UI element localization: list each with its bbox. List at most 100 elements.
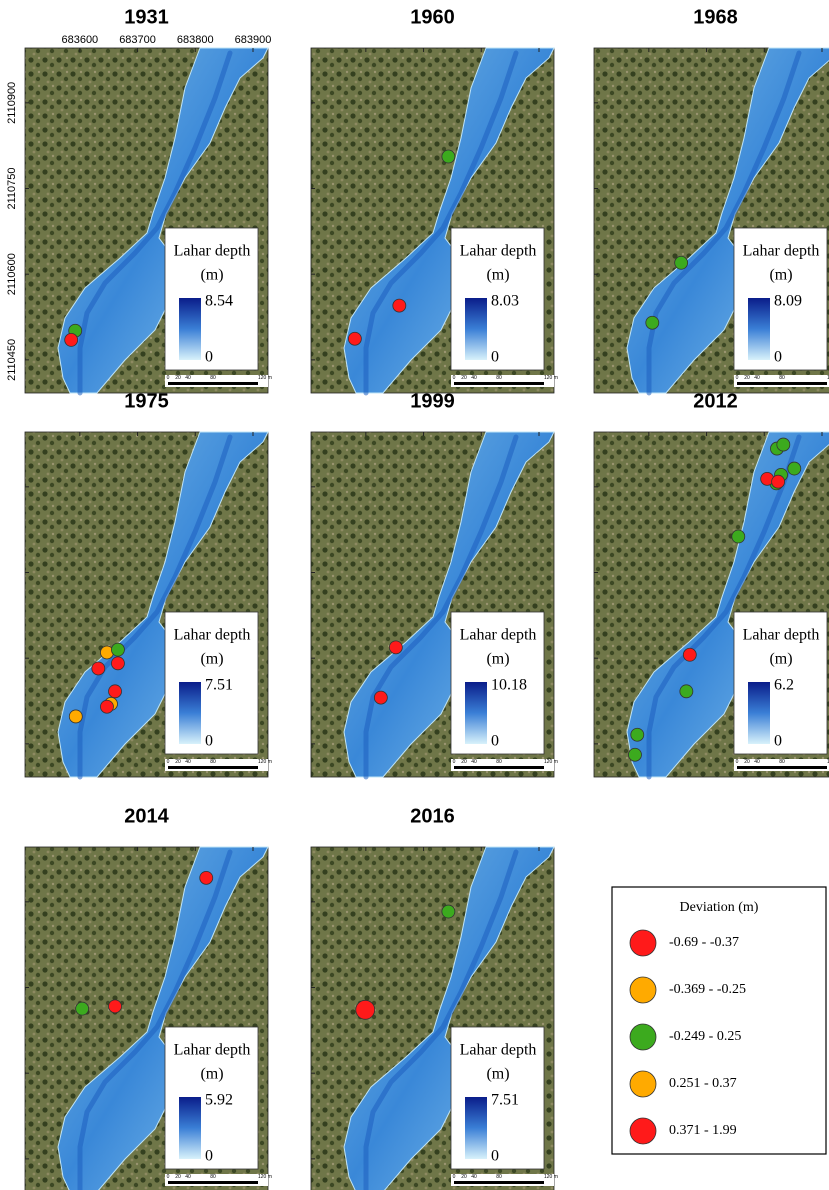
figure: Deviation (m) -0.69 - -0.37-0.369 - -0.2… (0, 0, 829, 1190)
deviation-point (111, 657, 124, 670)
scale-label: 40 (185, 1174, 191, 1180)
depth-color-bar (465, 1097, 487, 1159)
depth-min: 0 (205, 733, 213, 750)
x-tick-label: 683700 (119, 34, 156, 46)
scale-label: 0 (453, 375, 456, 381)
depth-min: 0 (491, 349, 499, 366)
depth-color-bar (179, 298, 201, 360)
depth-min: 0 (491, 733, 499, 750)
legend-label: 0.371 - 1.99 (669, 1123, 737, 1138)
scale-label: 20 (175, 1174, 181, 1180)
panel-title: 2012 (693, 390, 738, 412)
depth-legend-unit: (m) (200, 651, 223, 668)
depth-legend-title: Lahar depth (174, 243, 251, 260)
deviation-point (92, 662, 105, 675)
panel-title: 1960 (410, 6, 455, 28)
panel-title: 2016 (410, 805, 455, 827)
deviation-point (683, 648, 696, 661)
depth-min: 0 (774, 349, 782, 366)
scale-label: 0 (167, 759, 170, 765)
scale-bar (168, 766, 258, 769)
scale-label: 20 (461, 375, 467, 381)
deviation-point (109, 1000, 122, 1013)
depth-color-bar (748, 682, 770, 744)
scale-label: 80 (496, 375, 502, 381)
scale-label: 80 (779, 375, 785, 381)
scale-label: 0 (736, 759, 739, 765)
deviation-point (389, 641, 402, 654)
depth-legend-unit: (m) (486, 267, 509, 284)
scale-label: 80 (210, 1174, 216, 1180)
deviation-point (76, 1002, 89, 1015)
map-panel: 1975Lahar depth(m)7.5100204080120 m (25, 390, 272, 777)
deviation-point (442, 150, 455, 163)
scale-label: 20 (175, 375, 181, 381)
legend-swatch (630, 1024, 656, 1050)
deviation-point (628, 748, 641, 761)
scale-label: 40 (185, 759, 191, 765)
scale-label: 40 (185, 375, 191, 381)
deviation-point (631, 728, 644, 741)
scale-label: 80 (496, 759, 502, 765)
depth-color-bar (179, 1097, 201, 1159)
depth-legend-title: Lahar depth (460, 243, 537, 260)
legend-swatch (630, 977, 656, 1003)
panel-title: 1968 (693, 6, 738, 28)
scale-label: 120 m (544, 375, 558, 381)
legend-swatch (630, 930, 656, 956)
scale-label: 20 (461, 1174, 467, 1180)
scale-bar (168, 1181, 258, 1184)
depth-min: 0 (205, 1148, 213, 1165)
scale-label: 40 (754, 375, 760, 381)
legend-title: Deviation (m) (680, 900, 759, 915)
scale-label: 120 m (544, 759, 558, 765)
x-tick-label: 683600 (61, 34, 98, 46)
depth-color-bar (465, 682, 487, 744)
depth-max: 10.18 (491, 677, 527, 694)
scale-label: 0 (167, 1174, 170, 1180)
x-tick-label: 683900 (235, 34, 272, 46)
legend-label: 0.251 - 0.37 (669, 1076, 737, 1091)
depth-legend-title: Lahar depth (460, 627, 537, 644)
deviation-point (356, 1000, 375, 1019)
scale-bar (737, 382, 827, 385)
depth-min: 0 (774, 733, 782, 750)
depth-max: 8.54 (205, 293, 233, 310)
scale-label: 0 (453, 759, 456, 765)
depth-max: 8.09 (774, 293, 802, 310)
deviation-point (772, 475, 785, 488)
depth-legend-unit: (m) (769, 651, 792, 668)
deviation-point (777, 438, 790, 451)
scale-label: 120 m (258, 759, 272, 765)
scale-label: 120 m (258, 1174, 272, 1180)
scale-bar (454, 766, 544, 769)
map-panel: 1960 Lahar depth (m) 8.03 0 0 20 40 80 120 m (311, 6, 558, 393)
deviation-point (393, 299, 406, 312)
scale-label: 40 (471, 375, 477, 381)
depth-legend-unit: (m) (769, 267, 792, 284)
depth-color-bar (748, 298, 770, 360)
legend-label: -0.369 - -0.25 (669, 982, 746, 997)
panel-title: 2014 (124, 805, 169, 827)
depth-max: 7.51 (491, 1092, 519, 1109)
depth-legend-title: Lahar depth (743, 243, 820, 260)
x-tick-label: 683800 (177, 34, 214, 46)
scale-bar (737, 766, 827, 769)
deviation-legend: Deviation (m) -0.69 - -0.37-0.369 - -0.2… (612, 887, 826, 1154)
depth-max: 8.03 (491, 293, 519, 310)
depth-max: 6.2 (774, 677, 794, 694)
deviation-point (65, 333, 78, 346)
scale-bar (168, 382, 258, 385)
scale-label: 0 (736, 375, 739, 381)
panel-title: 1975 (124, 390, 169, 412)
depth-min: 0 (205, 349, 213, 366)
scale-label: 20 (461, 759, 467, 765)
depth-color-bar (465, 298, 487, 360)
scale-label: 0 (167, 375, 170, 381)
depth-legend-title: Lahar depth (174, 1042, 251, 1059)
deviation-point (374, 691, 387, 704)
scale-label: 40 (471, 759, 477, 765)
scale-label: 80 (210, 375, 216, 381)
